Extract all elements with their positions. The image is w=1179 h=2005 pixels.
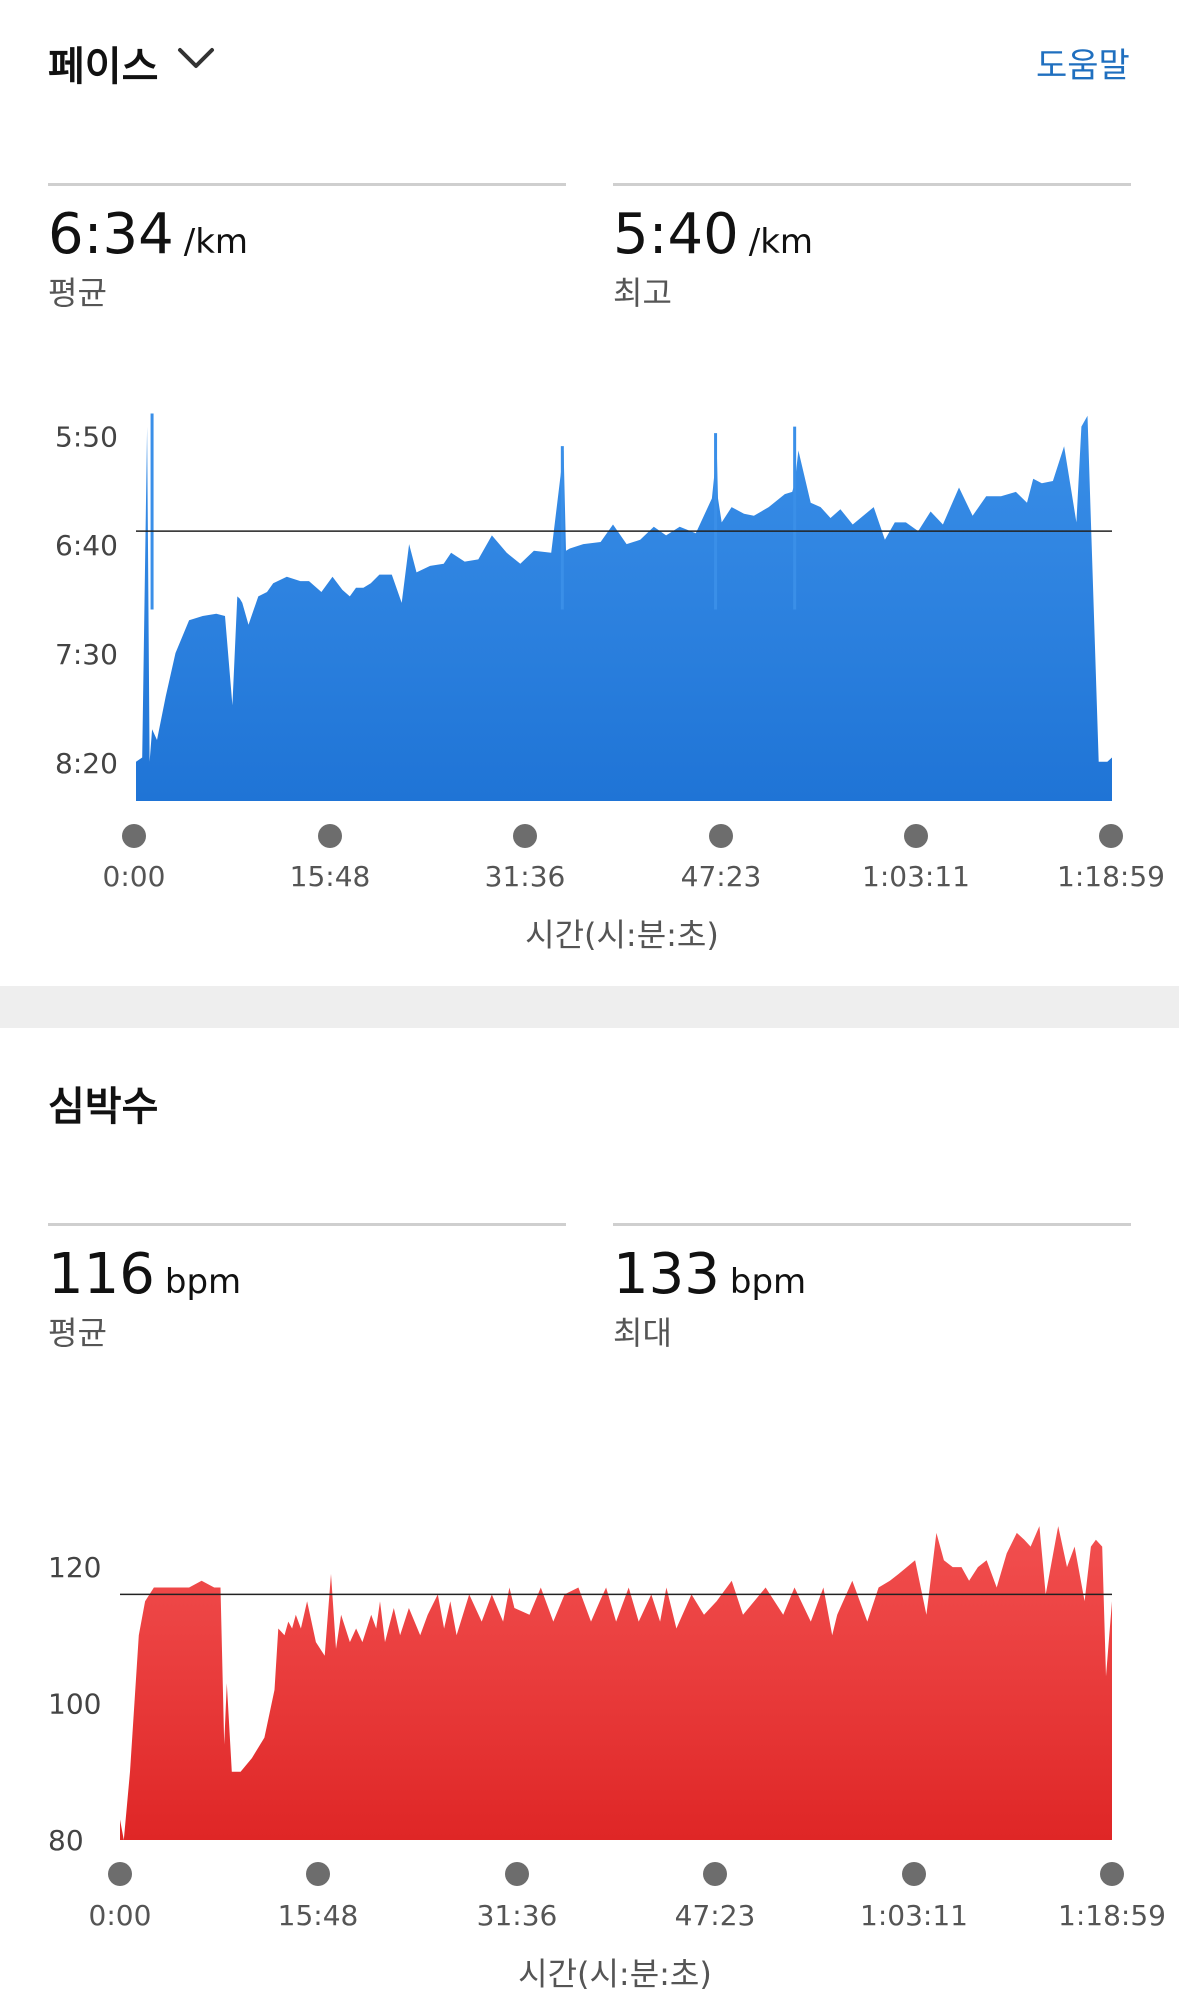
pace-y-tick-label: 5:50 <box>55 420 118 453</box>
pace-y-tick-label: 7:30 <box>55 638 118 671</box>
pace-best-rule <box>613 183 1131 186</box>
pace-x-tick-dot <box>904 824 928 848</box>
hr-avg-label: 평균 <box>48 1314 107 1352</box>
chevron-down-icon[interactable] <box>176 44 216 72</box>
section-divider <box>0 986 1179 1028</box>
pace-x-tick-label: 15:48 <box>290 860 371 893</box>
hr-max-label: 최대 <box>613 1314 672 1352</box>
hr-avg-unit: bpm <box>164 1262 242 1302</box>
pace-x-tick-label: 0:00 <box>103 860 166 893</box>
pace-x-tick-dot <box>709 824 733 848</box>
hr-y-tick-label: 100 <box>48 1688 101 1721</box>
pace-x-tick-dot <box>122 824 146 848</box>
hr-y-tick-label: 80 <box>48 1824 84 1857</box>
pace-avg-rule <box>48 183 566 186</box>
hr-x-tick-dot <box>1100 1862 1124 1886</box>
hr-x-tick-label: 47:23 <box>675 1899 756 1932</box>
heart-section-title: 심박수 <box>48 1084 159 1130</box>
hr-x-tick-dot <box>703 1862 727 1886</box>
hr-x-tick-label: 1:18:59 <box>1058 1899 1166 1932</box>
hr-x-tick-dot <box>505 1862 529 1886</box>
pace-avg-stat: 6:34/km <box>48 202 248 267</box>
hr-x-tick-label: 1:03:11 <box>860 1899 968 1932</box>
pace-y-tick-label: 6:40 <box>55 529 118 562</box>
pace-x-tick-label: 1:18:59 <box>1057 860 1165 893</box>
hr-x-tick-label: 31:36 <box>477 1899 558 1932</box>
pace-x-tick-label: 47:23 <box>681 860 762 893</box>
hr-x-tick-dot <box>902 1862 926 1886</box>
hr-area <box>120 1526 1112 1840</box>
hr-max-value: 133 <box>613 1242 720 1307</box>
pace-x-tick-dot <box>513 824 537 848</box>
pace-x-tick-dot <box>318 824 342 848</box>
pace-avg-value: 6:34 <box>48 202 174 267</box>
hr-x-tick-label: 15:48 <box>278 1899 359 1932</box>
hr-y-tick-label: 120 <box>48 1551 101 1584</box>
hr-x-tick-dot <box>306 1862 330 1886</box>
pace-best-stat: 5:40/km <box>613 202 813 267</box>
pace-best-unit: /km <box>748 222 814 262</box>
help-link[interactable]: 도움말 <box>1036 46 1130 86</box>
hr-x-tick-dot <box>108 1862 132 1886</box>
pace-chart: 5:50 6:40 7:30 8:20 0:00 15:48 31:36 47:23 1:03:… <box>55 413 1165 954</box>
pace-avg-unit: /km <box>183 222 249 262</box>
hr-avg-stat: 116 bpm <box>48 1242 241 1307</box>
pace-avg-label: 평균 <box>48 274 107 312</box>
pace-x-axis-label: 시간(시:분:초) <box>525 916 719 954</box>
pace-x-tick-dot <box>1099 824 1123 848</box>
hr-avg-value: 116 <box>48 1242 155 1307</box>
pace-section-title: 페이스 <box>48 44 159 90</box>
pace-x-tick-label: 31:36 <box>485 860 566 893</box>
hr-max-stat: 133 bpm <box>613 1242 806 1307</box>
pace-x-tick-label: 1:03:11 <box>862 860 970 893</box>
hr-x-axis-label: 시간(시:분:초) <box>518 1955 712 1993</box>
hr-x-tick-label: 0:00 <box>89 1899 152 1932</box>
pace-best-value: 5:40 <box>613 202 739 267</box>
hr-max-rule <box>613 1223 1131 1226</box>
hr-max-unit: bpm <box>729 1262 807 1302</box>
pace-area <box>136 415 1112 801</box>
hr-avg-rule <box>48 1223 566 1226</box>
heart-rate-chart: 120 100 80 0:00 15:48 31:36 47:23 1:03:11 1:18:5… <box>48 1526 1166 1993</box>
pace-y-tick-label: 8:20 <box>55 747 118 780</box>
pace-best-label: 최고 <box>613 274 672 312</box>
